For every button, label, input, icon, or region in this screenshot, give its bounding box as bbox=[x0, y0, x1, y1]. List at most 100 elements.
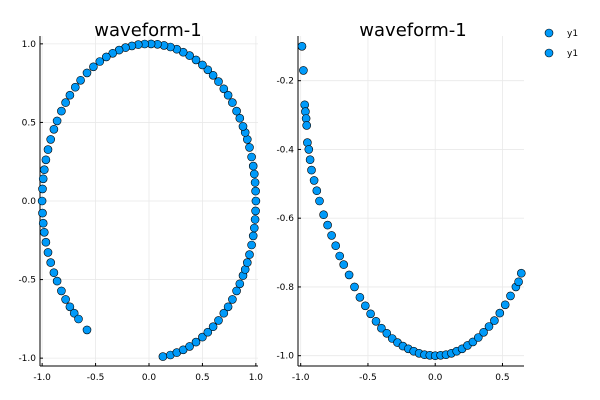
data-point bbox=[37, 196, 47, 206]
data-point bbox=[248, 231, 258, 241]
data-point bbox=[299, 66, 308, 75]
data-point bbox=[473, 333, 483, 342]
data-point bbox=[185, 342, 194, 351]
data-point bbox=[250, 223, 259, 233]
left-y-tick-label: 1.0 bbox=[22, 40, 37, 50]
data-point bbox=[76, 76, 85, 85]
data-point bbox=[95, 57, 105, 66]
subplot-right-title: waveform-1 bbox=[359, 20, 466, 41]
data-point bbox=[500, 300, 510, 310]
data-point bbox=[371, 316, 381, 326]
data-point bbox=[65, 302, 75, 312]
subplot-right-points bbox=[297, 41, 526, 361]
data-point bbox=[41, 155, 51, 165]
data-point bbox=[309, 176, 319, 185]
data-point bbox=[506, 291, 515, 301]
right-y-tick-label: -0.4 bbox=[276, 145, 294, 155]
data-point bbox=[339, 260, 349, 269]
data-point bbox=[250, 169, 259, 179]
data-point bbox=[214, 77, 223, 86]
data-point bbox=[360, 301, 370, 311]
data-point bbox=[223, 302, 233, 312]
legend-label: y1 bbox=[567, 29, 578, 39]
right-y-tick-label: -0.6 bbox=[276, 214, 294, 224]
data-point bbox=[65, 90, 75, 100]
data-point bbox=[82, 325, 92, 335]
legend-marker bbox=[544, 48, 554, 58]
data-point bbox=[108, 48, 117, 58]
data-point bbox=[232, 286, 241, 296]
data-point bbox=[223, 90, 233, 100]
data-point bbox=[61, 98, 70, 107]
data-point bbox=[315, 196, 324, 206]
data-point bbox=[331, 241, 341, 250]
data-point bbox=[382, 328, 392, 338]
right-y-tick-label: -0.2 bbox=[276, 77, 294, 87]
data-point bbox=[250, 178, 260, 187]
data-point bbox=[208, 322, 218, 332]
data-point bbox=[158, 352, 168, 361]
right-x-tick-label: -0.5 bbox=[359, 373, 377, 383]
legend: y1 y1 bbox=[544, 28, 578, 59]
subplot-right: waveform-1 -1.0 -0.5 0.0 0.5 -1.0 -0.8 -0.6 -0.… bbox=[276, 20, 526, 383]
data-point bbox=[484, 322, 494, 331]
data-point bbox=[61, 295, 70, 304]
data-point bbox=[38, 208, 47, 218]
left-x-tick-label: -1.0 bbox=[33, 373, 51, 383]
data-point bbox=[219, 308, 229, 318]
data-point bbox=[490, 316, 499, 325]
right-x-tick-label: -1.0 bbox=[292, 373, 310, 383]
data-point bbox=[514, 277, 523, 287]
left-x-tick-label: -0.5 bbox=[87, 373, 105, 383]
data-point bbox=[41, 237, 51, 247]
data-point bbox=[198, 332, 207, 342]
data-point bbox=[43, 145, 53, 154]
data-point bbox=[312, 186, 322, 195]
right-y-tick-label: -1.0 bbox=[276, 352, 294, 362]
data-point bbox=[516, 268, 526, 278]
right-x-tick-label: 0.5 bbox=[495, 373, 509, 383]
legend-marker bbox=[544, 28, 554, 38]
right-x-tick-label: 0.0 bbox=[428, 373, 443, 383]
data-point bbox=[203, 65, 213, 75]
data-point bbox=[38, 174, 48, 184]
data-point bbox=[366, 309, 375, 319]
left-y-tick-label: -1.0 bbox=[18, 354, 36, 364]
data-point bbox=[327, 231, 336, 240]
data-point bbox=[250, 215, 260, 224]
data-point bbox=[74, 314, 83, 324]
data-point bbox=[304, 145, 314, 154]
data-point bbox=[251, 206, 260, 216]
data-point bbox=[247, 152, 256, 162]
data-point bbox=[495, 308, 505, 318]
data-point bbox=[208, 71, 218, 80]
subplot-left-title: waveform-1 bbox=[94, 20, 201, 41]
data-point bbox=[238, 122, 248, 131]
data-point bbox=[355, 292, 365, 302]
left-x-tick-label: 0.5 bbox=[195, 373, 209, 383]
data-point bbox=[219, 84, 229, 94]
subplot-left-points bbox=[37, 39, 261, 361]
subplot-left: waveform-1 -1.0 -0.5 0.0 0.5 1.0 -1.0 -0.5 0.0 0… bbox=[18, 20, 263, 383]
data-point bbox=[191, 55, 201, 65]
data-point bbox=[102, 52, 111, 62]
right-y-tick-label: -0.8 bbox=[276, 283, 294, 293]
data-point bbox=[38, 184, 47, 194]
data-point bbox=[319, 210, 328, 219]
data-point bbox=[235, 279, 245, 289]
data-point bbox=[344, 270, 354, 280]
left-y-tick-label: 0.5 bbox=[22, 118, 36, 128]
data-point bbox=[245, 143, 254, 152]
data-point bbox=[39, 228, 49, 237]
data-point bbox=[82, 68, 92, 78]
left-x-tick-label: 0.0 bbox=[142, 373, 157, 383]
data-point bbox=[43, 248, 53, 257]
data-point bbox=[377, 323, 386, 333]
data-point bbox=[232, 106, 241, 116]
data-point bbox=[235, 113, 245, 123]
data-point bbox=[57, 286, 66, 296]
data-point bbox=[49, 125, 59, 134]
data-point bbox=[297, 41, 307, 51]
data-point bbox=[191, 337, 201, 347]
